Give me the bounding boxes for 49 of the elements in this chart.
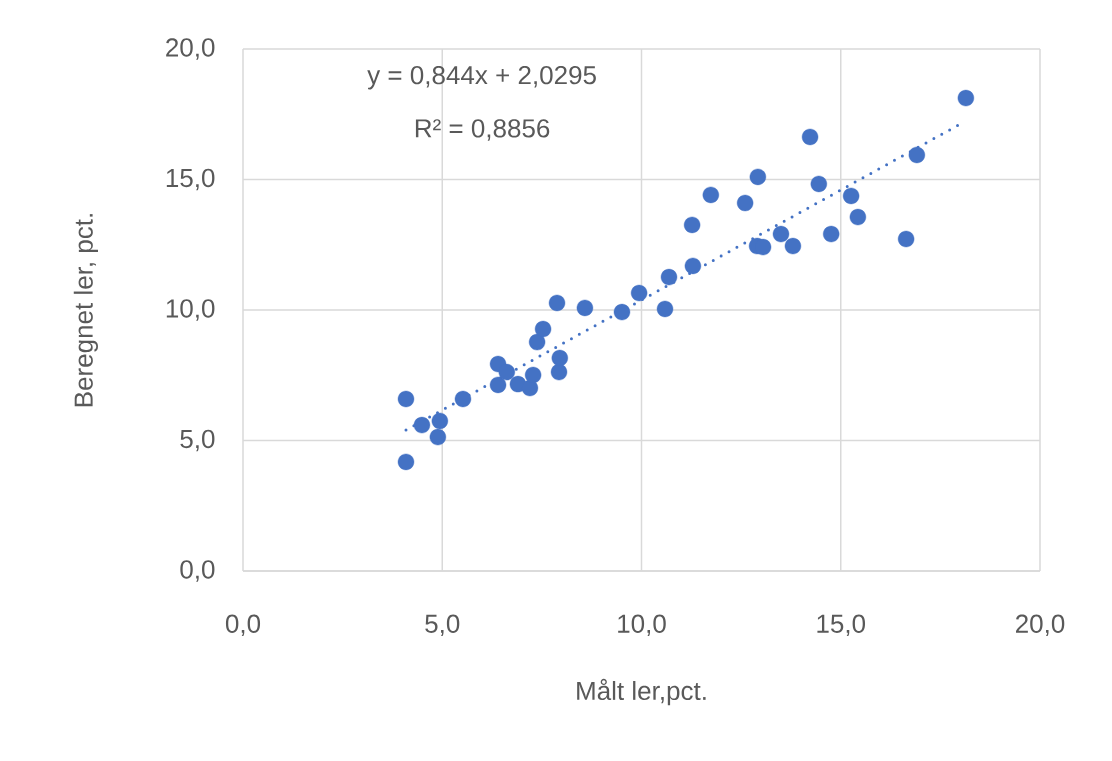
y-axis-title: Beregnet ler, pct.	[73, 214, 98, 407]
x-tick-label: 20,0	[1016, 614, 1065, 637]
point	[842, 187, 860, 205]
point	[660, 268, 678, 286]
point	[736, 194, 754, 212]
x-tick-label: 10,0	[618, 614, 666, 637]
point	[849, 208, 867, 226]
point	[454, 390, 472, 408]
y-tick-label: 5,0	[180, 429, 215, 452]
y-tick-label: 10,0	[166, 299, 215, 321]
point	[524, 366, 542, 384]
point	[702, 186, 720, 204]
point	[489, 376, 507, 394]
point	[397, 453, 415, 471]
point	[683, 216, 701, 234]
point	[548, 294, 566, 312]
annotation: R² = 0,8856	[415, 119, 550, 141]
point	[957, 89, 975, 107]
annotation: y = 0,844x + 2,0295	[367, 65, 596, 90]
point	[431, 412, 449, 430]
point	[784, 237, 802, 255]
x-tick-label: 5,0	[425, 614, 460, 637]
point	[801, 128, 819, 146]
point	[498, 363, 516, 381]
y-tick-label: 0,0	[180, 560, 215, 582]
x-axis-title: Målt ler,pct.	[577, 678, 706, 706]
point	[897, 230, 915, 248]
point	[822, 225, 840, 243]
y-tick-label: 15,0	[166, 168, 215, 191]
point	[908, 146, 926, 164]
point	[528, 333, 546, 351]
x-tick-label: 15,0	[817, 614, 866, 637]
y-tick-label: 20,0	[166, 38, 215, 60]
point	[521, 379, 539, 397]
point	[534, 320, 552, 338]
point	[630, 284, 648, 302]
point	[749, 168, 767, 186]
point	[772, 225, 790, 243]
point	[551, 349, 569, 367]
point	[413, 416, 431, 434]
point	[550, 363, 568, 381]
point	[656, 300, 674, 318]
point	[684, 257, 702, 275]
point	[810, 175, 828, 193]
point	[429, 428, 447, 446]
x-tick-label: 0,0	[225, 614, 261, 637]
point	[576, 299, 594, 317]
point	[613, 303, 631, 321]
point	[397, 390, 415, 408]
